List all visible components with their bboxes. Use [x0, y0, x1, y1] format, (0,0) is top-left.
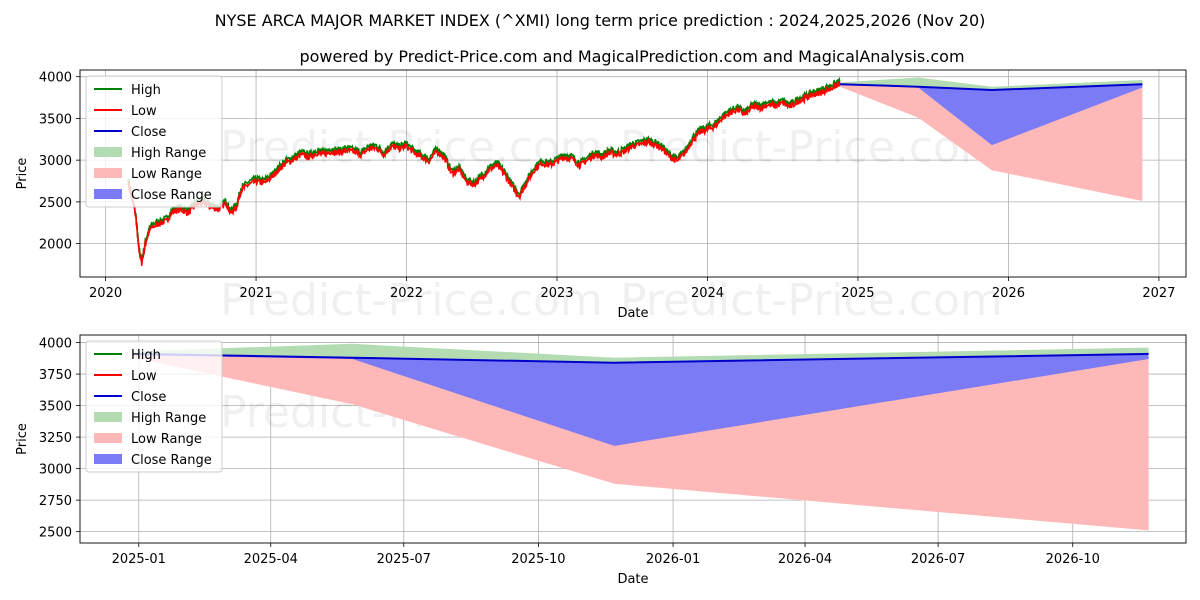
legend-entry: Close [131, 125, 166, 140]
plot-area [127, 76, 1143, 266]
legend-swatch-patch [94, 433, 122, 443]
history-chart: 2020 2021 2022 2023 2024 2025 2026 2027 2000 2500… [15, 69, 1187, 326]
legend-entry: Close Range [131, 188, 212, 203]
legend-entry: High [131, 348, 161, 363]
chart-title: NYSE ARCA MAJOR MARKET INDEX (^XMI) long… [215, 11, 986, 30]
legend-entry: Close Range [131, 453, 212, 468]
y-axis-label: Price [15, 158, 30, 190]
low-history-line [127, 79, 841, 266]
x-tick-label: 2024 [691, 286, 724, 301]
y-tick-label: 4000 [39, 337, 72, 352]
legend-entry: Close [131, 390, 166, 405]
y-tick-label: 3500 [39, 112, 72, 127]
legend-entry: High Range [131, 146, 206, 161]
y-tick-label: 2000 [39, 238, 72, 253]
legend-entry: High [131, 83, 161, 98]
close-forecast-line [133, 352, 1149, 364]
watermark-text: Predict-Price.com [220, 275, 603, 326]
legend-entry: Low Range [131, 432, 202, 447]
y-tick-label: 2500 [39, 196, 72, 211]
legend-swatch-patch [94, 454, 122, 464]
x-tick-label: 2026-10 [1046, 552, 1100, 567]
x-tick-label: 2025-10 [511, 552, 565, 567]
x-tick-label: 2023 [540, 286, 573, 301]
y-axis-label: Price [15, 423, 30, 455]
axes-frame [79, 69, 1187, 278]
x-tick-label: 2025-04 [244, 552, 298, 567]
y-tick-label: 4000 [39, 71, 72, 86]
x-axis-label: Date [617, 572, 648, 587]
x-tick-label: 2025-01 [112, 552, 166, 567]
legend-entry: Low Range [131, 167, 202, 182]
axes-frame [79, 334, 1187, 544]
legend-swatch-patch [94, 168, 122, 178]
y-tick-label: 3750 [39, 368, 72, 383]
x-tick-label: 2021 [240, 286, 273, 301]
x-tick-label: 2026 [992, 286, 1025, 301]
legend-entry: High Range [131, 411, 206, 426]
x-tick-label: 2022 [390, 286, 423, 301]
plot-area [133, 343, 1149, 531]
y-tick-label: 2750 [39, 494, 72, 509]
y-tick-label: 3500 [39, 400, 72, 415]
x-tick-label: 2025 [841, 286, 874, 301]
legend-entry: Low [131, 369, 157, 384]
close-range-band [839, 84, 1143, 146]
legend-entry: Low [131, 104, 157, 119]
x-tick-label: 2025-07 [377, 552, 431, 567]
watermark-text: Predict-Price.com [620, 275, 1003, 326]
y-tick-label: 3000 [39, 154, 72, 169]
close-range-band [133, 353, 1149, 446]
legend-swatch-patch [94, 147, 122, 157]
y-tick-label: 2500 [39, 526, 72, 541]
x-tick-label: 2026-04 [778, 552, 832, 567]
x-tick-label: 2027 [1142, 286, 1175, 301]
x-tick-label: 2026-07 [911, 552, 965, 567]
x-tick-label: 2026-01 [646, 552, 700, 567]
legend-swatch-patch [94, 189, 122, 199]
close-forecast-line [839, 83, 1143, 92]
forecast-chart: 2025-01 2025-04 2025-07 2025-10 2026-01 2026-… [15, 334, 1187, 587]
y-tick-label: 3250 [39, 431, 72, 446]
x-axis-label: Date [617, 306, 648, 321]
y-tick-label: 3000 [39, 463, 72, 478]
x-tick-label: 2020 [89, 286, 122, 301]
legend-swatch-patch [94, 412, 122, 422]
chart-subtitle: powered by Predict-Price.com and Magical… [299, 47, 964, 66]
